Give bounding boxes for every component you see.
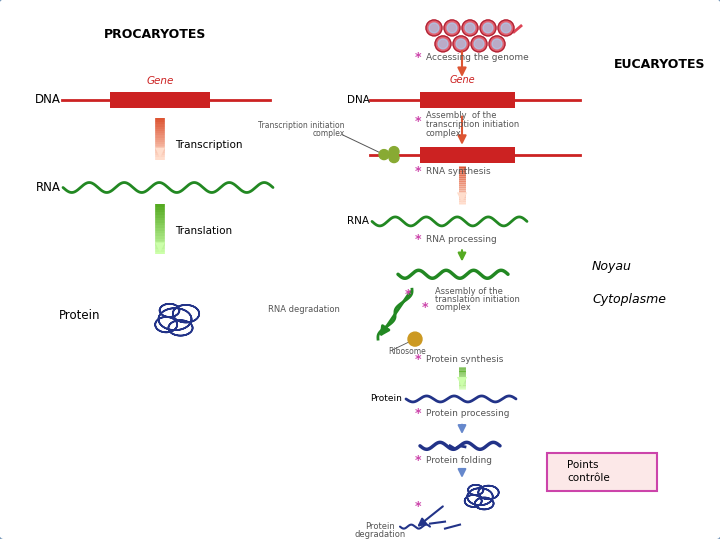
Text: RNA synthesis: RNA synthesis (426, 167, 490, 176)
Text: complex: complex (426, 129, 462, 138)
Circle shape (498, 20, 514, 36)
Text: DNA: DNA (346, 94, 369, 105)
Text: Translation: Translation (175, 226, 232, 237)
Circle shape (438, 39, 448, 49)
FancyBboxPatch shape (110, 92, 210, 107)
Text: Accessing the genome: Accessing the genome (426, 53, 528, 62)
Text: *: * (415, 115, 421, 128)
Text: contrôle: contrôle (567, 472, 610, 483)
Circle shape (429, 23, 439, 33)
Circle shape (492, 39, 502, 49)
FancyBboxPatch shape (420, 92, 515, 107)
Circle shape (501, 23, 511, 33)
Text: Transcription: Transcription (175, 140, 243, 150)
Circle shape (474, 39, 484, 49)
Text: complex: complex (435, 303, 471, 312)
Circle shape (435, 36, 451, 52)
Text: Protein: Protein (365, 522, 395, 531)
Circle shape (389, 153, 399, 163)
Text: Transcription initiation: Transcription initiation (258, 121, 345, 130)
Text: Assembly  of the: Assembly of the (426, 111, 497, 120)
Text: Protein processing: Protein processing (426, 409, 510, 418)
Text: RNA degradation: RNA degradation (268, 305, 340, 314)
Circle shape (444, 20, 460, 36)
Circle shape (379, 150, 389, 160)
Circle shape (471, 36, 487, 52)
Text: *: * (405, 288, 411, 301)
Text: Ribosome: Ribosome (388, 347, 426, 355)
Text: DNA: DNA (35, 93, 61, 106)
Text: complex: complex (312, 129, 345, 138)
Text: transcription initiation: transcription initiation (426, 120, 519, 129)
Text: Noyau: Noyau (592, 260, 632, 273)
Text: Assembly of the: Assembly of the (435, 287, 503, 296)
Text: degradation: degradation (354, 530, 405, 539)
Text: RNA: RNA (347, 217, 369, 226)
Circle shape (480, 20, 496, 36)
Text: RNA processing: RNA processing (426, 235, 497, 244)
Text: *: * (415, 51, 421, 64)
Text: RNA: RNA (35, 181, 60, 194)
Circle shape (389, 147, 399, 157)
FancyBboxPatch shape (547, 453, 657, 491)
Circle shape (426, 20, 442, 36)
Circle shape (456, 39, 466, 49)
Circle shape (447, 23, 457, 33)
Text: EUCARYOTES: EUCARYOTES (614, 58, 706, 71)
Text: *: * (415, 500, 421, 513)
Text: *: * (415, 353, 421, 366)
Text: Points: Points (567, 460, 598, 470)
Circle shape (489, 36, 505, 52)
Text: *: * (415, 407, 421, 421)
Circle shape (465, 23, 475, 33)
Text: Protein folding: Protein folding (426, 456, 492, 465)
Text: *: * (415, 454, 421, 467)
Text: *: * (415, 165, 421, 178)
Text: Gene: Gene (449, 75, 474, 85)
Text: Protein: Protein (370, 394, 402, 403)
Text: *: * (415, 233, 421, 246)
Text: *: * (422, 301, 428, 314)
Text: PROCARYOTES: PROCARYOTES (104, 29, 206, 42)
Circle shape (483, 23, 493, 33)
Circle shape (408, 332, 422, 346)
Circle shape (462, 20, 478, 36)
Text: Gene: Gene (146, 76, 174, 86)
Circle shape (453, 36, 469, 52)
Text: Protein: Protein (59, 309, 101, 322)
Text: Protein synthesis: Protein synthesis (426, 355, 503, 363)
Text: translation initiation: translation initiation (435, 295, 520, 303)
Text: *: * (555, 464, 563, 480)
Text: Cytoplasme: Cytoplasme (592, 293, 666, 306)
FancyBboxPatch shape (420, 147, 515, 163)
